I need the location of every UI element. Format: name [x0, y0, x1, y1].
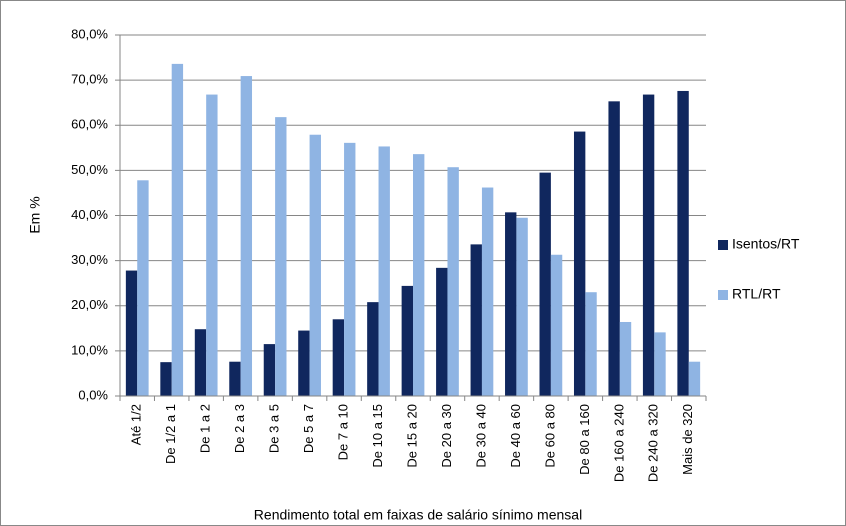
y-tick-label: 40,0% [71, 207, 108, 222]
bar [206, 94, 218, 396]
bar [367, 302, 379, 396]
bar [654, 332, 666, 396]
legend-swatch [718, 290, 728, 300]
legend-label: RTL/RT [732, 286, 781, 302]
bar [229, 361, 241, 396]
bar [516, 217, 528, 396]
bar [688, 361, 701, 396]
y-tick-label: 70,0% [71, 72, 108, 87]
bar [470, 244, 482, 396]
bar [378, 146, 390, 396]
bar [539, 172, 551, 396]
x-tick-label: De 160 a 240 [611, 404, 626, 482]
bar [160, 362, 172, 396]
bar [573, 131, 586, 396]
bar [194, 329, 207, 396]
y-tick-label: 80,0% [71, 26, 108, 41]
bar [401, 285, 413, 396]
bar [550, 254, 563, 396]
bar [436, 267, 448, 396]
y-tick-label: 50,0% [71, 162, 108, 177]
x-tick-label: De 20 a 30 [439, 404, 454, 468]
bar [481, 187, 494, 396]
bar [413, 154, 425, 396]
y-tick-label: 60,0% [71, 117, 108, 132]
bar [137, 180, 149, 396]
bar [505, 212, 517, 396]
x-tick-label: De 7 a 10 [335, 404, 350, 460]
bar [447, 167, 459, 396]
x-tick-label: De 1/2 a 1 [163, 404, 178, 464]
x-tick-label: De 3 a 5 [267, 404, 282, 453]
x-tick-label: De 30 a 40 [473, 404, 488, 468]
x-tick-label: De 1 a 2 [198, 404, 213, 453]
x-tick-label: Até 1/2 [129, 404, 144, 445]
bar [677, 90, 689, 396]
bar [619, 321, 632, 396]
bar [298, 330, 310, 396]
bar [125, 270, 138, 396]
x-tick-label: De 40 a 60 [508, 404, 523, 468]
y-axis-title: Em % [27, 196, 43, 233]
bar [585, 292, 597, 396]
y-tick-label: 20,0% [71, 297, 108, 312]
bar [309, 134, 321, 396]
bar [608, 101, 620, 397]
x-tick-label: De 10 a 15 [370, 404, 385, 468]
y-tick-label: 10,0% [71, 342, 108, 357]
legend-swatch [718, 240, 728, 250]
bar [332, 319, 345, 396]
y-tick-label: 0,0% [78, 387, 108, 402]
x-tick-label: De 240 a 320 [646, 404, 661, 482]
legend-label: Isentos/RT [732, 236, 800, 252]
bar [642, 94, 655, 396]
y-tick-label: 30,0% [71, 252, 108, 267]
x-tick-label: De 5 a 7 [301, 404, 316, 453]
bar [240, 76, 253, 396]
x-tick-label: De 80 a 160 [577, 404, 592, 475]
bar [263, 344, 276, 396]
bar [344, 142, 356, 396]
bar [275, 117, 287, 396]
bar [171, 63, 184, 396]
x-tick-label: De 15 a 20 [404, 404, 419, 468]
x-tick-label: De 2 a 3 [232, 404, 247, 453]
x-tick-label: Mais de 320 [680, 404, 695, 475]
x-tick-label: De 60 a 80 [542, 404, 557, 468]
x-axis-title: Rendimento total em faixas de salário sí… [254, 507, 582, 523]
